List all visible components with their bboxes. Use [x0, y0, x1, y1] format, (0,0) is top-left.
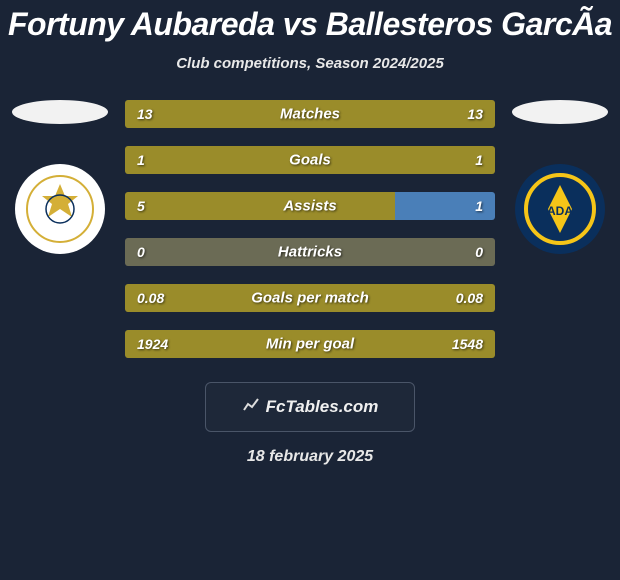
left-club-logo	[15, 164, 105, 254]
stat-row: Hattricks 0 0	[125, 238, 495, 266]
right-club-column: ADA	[500, 100, 620, 254]
stat-row: Goals 1 1	[125, 146, 495, 174]
stat-value-left: 0	[137, 244, 145, 260]
chart-icon	[242, 396, 260, 419]
stat-value-left: 13	[137, 106, 153, 122]
stat-value-right: 0	[475, 244, 483, 260]
stat-value-right: 1	[475, 152, 483, 168]
stat-bar-right	[310, 146, 495, 174]
stat-value-left: 1	[137, 152, 145, 168]
stat-label: Hattricks	[278, 244, 342, 261]
stats-bars: Matches 13 13 Goals 1 1 Assists 5 1 Hattricks 0 0 Go…	[125, 100, 495, 358]
stat-bar-left	[125, 192, 395, 220]
stat-value-right: 1	[475, 198, 483, 214]
stat-label: Goals	[289, 152, 331, 169]
stat-row: Matches 13 13	[125, 100, 495, 128]
left-ellipse	[12, 100, 108, 124]
site-badge: FcTables.com	[205, 382, 415, 432]
comparison-content: ADA Matches 13 13 Goals 1 1 Assists 5 1 Hattricks…	[0, 100, 620, 358]
stat-value-right: 0.08	[456, 290, 483, 306]
stat-value-right: 13	[467, 106, 483, 122]
left-club-column	[0, 100, 120, 254]
stat-value-left: 5	[137, 198, 145, 214]
stat-label: Min per goal	[266, 336, 354, 353]
stat-bar-left	[125, 146, 310, 174]
stat-value-left: 0.08	[137, 290, 164, 306]
site-name: FcTables.com	[266, 397, 379, 417]
stat-row: Min per goal 1924 1548	[125, 330, 495, 358]
stat-value-left: 1924	[137, 336, 168, 352]
stat-value-right: 1548	[452, 336, 483, 352]
page-subtitle: Club competitions, Season 2024/2025	[0, 55, 620, 72]
stat-row: Goals per match 0.08 0.08	[125, 284, 495, 312]
comparison-date: 18 february 2025	[0, 448, 620, 466]
stat-label: Assists	[283, 198, 336, 215]
alcorcon-icon: ADA	[520, 169, 600, 249]
svg-text:ADA: ADA	[547, 204, 573, 218]
stat-label: Matches	[280, 106, 340, 123]
right-club-logo: ADA	[515, 164, 605, 254]
page-title: Fortuny Aubareda vs Ballesteros GarcÃ­a	[0, 0, 620, 43]
stat-row: Assists 5 1	[125, 192, 495, 220]
stat-label: Goals per match	[251, 290, 369, 307]
real-madrid-icon	[25, 174, 95, 244]
right-ellipse	[512, 100, 608, 124]
